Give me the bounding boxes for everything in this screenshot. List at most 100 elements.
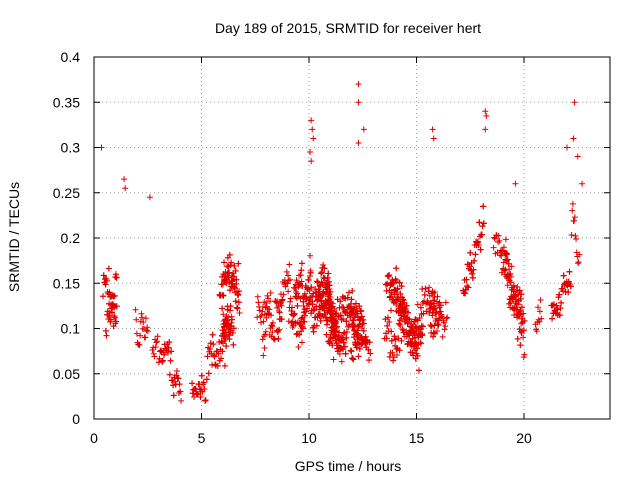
data-point <box>224 306 231 313</box>
x-tick-label: 20 <box>516 430 532 446</box>
data-point <box>572 232 579 239</box>
data-point <box>405 319 412 326</box>
data-point <box>516 308 523 315</box>
data-point <box>264 292 271 299</box>
data-point <box>216 339 223 346</box>
data-point <box>401 318 408 325</box>
data-point <box>355 99 362 106</box>
data-point <box>443 315 450 322</box>
data-point <box>432 317 439 324</box>
data-point <box>349 355 356 362</box>
data-point <box>429 126 436 133</box>
data-point <box>366 339 373 346</box>
data-point <box>502 250 509 257</box>
data-point <box>476 219 483 226</box>
data-point <box>304 305 311 312</box>
data-point <box>200 379 207 386</box>
data-point <box>336 329 343 336</box>
y-tick-label: 0.15 <box>53 275 80 291</box>
y-tick-label: 0.2 <box>61 230 81 246</box>
data-point <box>150 344 157 351</box>
data-point <box>356 345 363 352</box>
data-point <box>219 305 226 312</box>
data-point <box>159 358 166 365</box>
data-point <box>230 341 237 348</box>
data-point <box>352 300 359 307</box>
data-point <box>298 260 305 267</box>
data-point <box>132 306 139 313</box>
data-point <box>386 272 393 279</box>
data-point <box>152 344 159 351</box>
data-point <box>470 266 477 273</box>
data-point <box>499 248 506 255</box>
data-point <box>520 310 527 317</box>
data-point <box>220 311 227 318</box>
data-point <box>219 340 226 347</box>
data-point <box>331 323 338 330</box>
data-point <box>214 348 221 355</box>
data-point <box>392 286 399 293</box>
data-point <box>317 317 324 324</box>
data-point <box>112 273 119 280</box>
y-tick-label: 0.05 <box>53 366 80 382</box>
data-point <box>560 272 567 279</box>
data-point <box>387 279 394 286</box>
data-point <box>295 293 302 300</box>
data-point <box>410 352 417 359</box>
data-point <box>437 302 444 309</box>
data-point <box>504 282 511 289</box>
data-point <box>168 348 175 355</box>
data-point <box>276 309 283 316</box>
data-point <box>351 327 358 334</box>
data-point <box>442 323 449 330</box>
data-point <box>518 320 525 327</box>
data-point <box>566 268 573 275</box>
data-point <box>198 372 205 379</box>
data-point <box>467 249 474 256</box>
data-point <box>388 337 395 344</box>
data-point <box>502 266 509 273</box>
data-point <box>495 239 502 246</box>
data-point <box>314 278 321 285</box>
x-tick-labels: 0 5 10 15 20 <box>90 430 532 446</box>
data-point <box>496 237 503 244</box>
data-point <box>340 330 347 337</box>
data-point <box>235 299 242 306</box>
data-point <box>414 352 421 359</box>
data-point <box>156 355 163 362</box>
data-point <box>399 326 406 333</box>
data-point <box>406 330 413 337</box>
data-point <box>414 301 421 308</box>
data-point <box>511 306 518 313</box>
data-point <box>331 305 338 312</box>
data-point <box>154 338 160 345</box>
data-point <box>302 308 309 315</box>
data-point <box>317 281 324 288</box>
data-point <box>315 291 322 298</box>
data-point <box>166 339 173 346</box>
y-tick-label: 0.25 <box>53 185 80 201</box>
data-point <box>269 319 276 326</box>
data-point <box>563 281 570 288</box>
data-point <box>215 350 222 357</box>
data-point <box>310 307 317 314</box>
data-point <box>480 203 487 210</box>
data-point <box>268 312 275 319</box>
data-point <box>382 281 389 288</box>
data-point <box>259 336 266 343</box>
data-point <box>428 300 435 307</box>
data-point <box>267 325 274 332</box>
data-point <box>384 322 391 329</box>
data-point <box>315 310 322 317</box>
data-point <box>386 318 393 325</box>
data-point <box>204 353 211 360</box>
data-point <box>421 291 428 298</box>
data-point <box>332 332 339 339</box>
data-point <box>327 334 334 341</box>
data-point <box>339 293 346 300</box>
data-point <box>142 334 149 341</box>
data-point <box>396 347 403 354</box>
data-point <box>178 397 185 404</box>
data-point <box>296 281 303 288</box>
data-point <box>533 328 540 335</box>
